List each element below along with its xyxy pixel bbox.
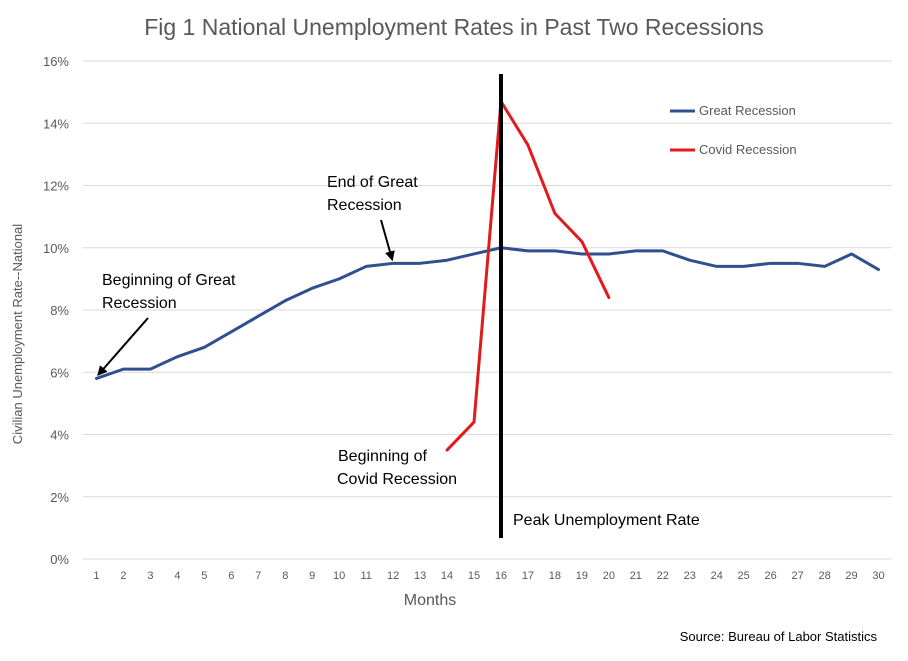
series-lines bbox=[94, 99, 881, 452]
annotation-arrow bbox=[380, 219, 395, 262]
y-axis-label: Civilian Unemployment Rate--National bbox=[10, 224, 25, 444]
x-tick-label: 30 bbox=[872, 570, 884, 582]
annotation-text-line: Beginning of bbox=[338, 448, 428, 465]
x-tick-label: 6 bbox=[228, 570, 234, 582]
annotation-text-line: Covid Recession bbox=[337, 471, 457, 488]
y-tick-label: 12% bbox=[43, 179, 69, 194]
x-tick-label: 5 bbox=[201, 570, 207, 582]
gridlines bbox=[83, 60, 892, 560]
chart-title: Fig 1 National Unemployment Rates in Pas… bbox=[144, 14, 764, 40]
y-tick-label: 6% bbox=[50, 365, 69, 380]
x-tick-label: 15 bbox=[468, 570, 480, 582]
x-tick-label: 14 bbox=[441, 570, 453, 582]
x-tick-label: 25 bbox=[738, 570, 750, 582]
y-tick-label: 14% bbox=[43, 116, 69, 131]
x-tick-label: 12 bbox=[387, 570, 399, 582]
x-tick-label: 26 bbox=[765, 570, 777, 582]
y-tick-label: 4% bbox=[50, 428, 69, 443]
x-tick-label: 8 bbox=[282, 570, 288, 582]
legend: Great Recession Covid Recession bbox=[670, 103, 797, 157]
x-tick-label: 19 bbox=[576, 570, 588, 582]
x-axis-label: Months bbox=[404, 592, 456, 609]
x-tick-label: 22 bbox=[657, 570, 669, 582]
x-tick-label: 3 bbox=[147, 570, 153, 582]
x-tick-label: 21 bbox=[630, 570, 642, 582]
legend-label-great-recession: Great Recession bbox=[699, 103, 796, 118]
x-axis-ticks: 1 2 3 4 5 6 7 8 9 10 11 12 13 14 15 16 17 18 19 20 21 22 23 24 2… bbox=[93, 570, 884, 582]
annotation-text-line: Recession bbox=[327, 197, 402, 214]
reference-line-label: Peak Unemployment Rate bbox=[513, 512, 700, 529]
y-axis-ticks: 0% 2% 4% 6% 8% 10% 12% 14% 16% bbox=[43, 54, 69, 567]
x-tick-label: 23 bbox=[684, 570, 696, 582]
y-tick-label: 2% bbox=[50, 490, 69, 505]
x-tick-label: 1 bbox=[93, 570, 99, 582]
annotation-arrow bbox=[97, 317, 149, 376]
series-line-covid-recession bbox=[445, 99, 611, 452]
x-tick-label: 18 bbox=[549, 570, 561, 582]
annotation-text-line: Recession bbox=[102, 295, 177, 312]
y-tick-label: 10% bbox=[43, 241, 69, 256]
x-tick-label: 20 bbox=[603, 570, 615, 582]
source-note: Source: Bureau of Labor Statistics bbox=[680, 629, 878, 644]
x-tick-label: 11 bbox=[360, 570, 371, 582]
x-tick-label: 2 bbox=[120, 570, 126, 582]
x-tick-label: 24 bbox=[711, 570, 723, 582]
x-tick-label: 17 bbox=[522, 570, 534, 582]
annotation-beginning-covid-recession: Beginning of Covid Recession bbox=[337, 448, 457, 488]
x-tick-label: 16 bbox=[495, 570, 507, 582]
annotation-text-line: End of Great bbox=[327, 174, 418, 191]
x-tick-label: 28 bbox=[818, 570, 830, 582]
y-tick-label: 16% bbox=[43, 54, 69, 69]
y-tick-label: 8% bbox=[50, 303, 69, 318]
x-tick-label: 13 bbox=[414, 570, 426, 582]
legend-label-covid-recession: Covid Recession bbox=[699, 142, 797, 157]
x-tick-label: 10 bbox=[333, 570, 345, 582]
annotation-text-line: Beginning of Great bbox=[102, 272, 236, 289]
x-tick-label: 4 bbox=[174, 570, 180, 582]
y-tick-label: 0% bbox=[50, 552, 69, 567]
x-tick-label: 9 bbox=[309, 570, 315, 582]
x-tick-label: 7 bbox=[255, 570, 261, 582]
x-tick-label: 27 bbox=[791, 570, 803, 582]
x-tick-label: 29 bbox=[845, 570, 857, 582]
annotation-beginning-great-recession: Beginning of Great Recession bbox=[97, 272, 236, 376]
annotation-end-great-recession: End of Great Recession bbox=[327, 174, 418, 262]
